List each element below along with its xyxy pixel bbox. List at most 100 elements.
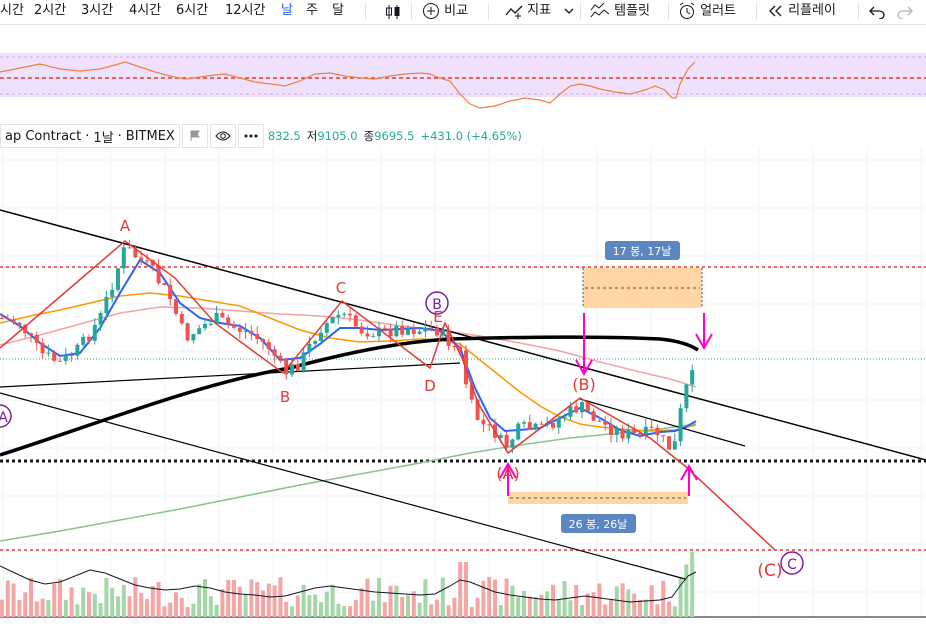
interval-4h[interactable]: 4시간: [129, 3, 162, 18]
candle-body: [481, 419, 486, 425]
volume-bar: [243, 594, 248, 617]
symbol-title[interactable]: ap Contract · 1날 · BITMEX: [0, 124, 180, 148]
interval-month[interactable]: 달: [332, 3, 344, 18]
interval-day[interactable]: 날: [281, 3, 293, 18]
volume-bar: [516, 597, 521, 617]
alerts-button[interactable]: 얼러트: [678, 2, 736, 20]
flag-button[interactable]: [181, 124, 208, 148]
candle-body: [382, 327, 387, 329]
candle-body: [667, 436, 671, 450]
symbol-interval: 1날: [93, 130, 114, 146]
wave-label-c-paren: (C): [757, 561, 782, 581]
wave-label-a: A: [120, 217, 131, 235]
candle-body: [127, 247, 132, 249]
rsi-band: [0, 53, 926, 97]
volume-bar: [371, 600, 376, 617]
trend-lower-line: [0, 392, 686, 580]
templates-button[interactable]: 템플릿: [590, 2, 650, 20]
volume-bar: [116, 596, 120, 617]
candle-body: [626, 429, 631, 439]
compare-button[interactable]: 비교: [422, 2, 468, 20]
volume-bar: [632, 593, 637, 617]
candle-body: [139, 257, 144, 261]
more-options-button[interactable]: [237, 124, 264, 148]
candle-body: [406, 329, 410, 335]
ohlc-close: 9695.5: [374, 129, 415, 143]
wave-circle-b-label: B: [432, 297, 442, 313]
volume-bar: [400, 596, 405, 617]
ohlc-high: 832.5: [267, 129, 301, 143]
volume-bar: [29, 577, 33, 617]
wave-circle-a: [0, 404, 12, 428]
volume-bar: [179, 598, 184, 617]
undo-button[interactable]: [868, 3, 886, 21]
volume-bar: [545, 591, 550, 617]
interval-12h[interactable]: 12시간: [225, 3, 266, 18]
candle-body: [498, 434, 503, 438]
price-chart[interactable]: A B C D E B A (B) (A) (C) C 17 봉, 17날 26…: [0, 148, 926, 640]
candle-body: [29, 333, 33, 335]
volume-bar: [597, 583, 602, 617]
rsi-pane[interactable]: [0, 24, 926, 124]
candle-body: [585, 402, 590, 412]
volume-bar: [110, 587, 115, 617]
indicators-dropdown[interactable]: [564, 2, 574, 20]
volume-bar: [580, 604, 584, 617]
ma-black-thick: [0, 335, 699, 457]
volume-bar: [678, 576, 683, 617]
volume-bar: [46, 600, 51, 617]
interval-2h[interactable]: 2시간: [34, 3, 67, 18]
chevron-down-icon: [564, 8, 574, 14]
toolbar-separator: [756, 3, 757, 20]
ohlc-close-label: 종: [363, 129, 375, 143]
volume-bar: [174, 592, 178, 617]
candle-body: [522, 422, 526, 424]
candle-body: [400, 325, 405, 335]
volume-bar: [382, 602, 387, 617]
volume-bar: [133, 577, 138, 617]
volume-bar: [226, 579, 231, 617]
candle-body: [411, 329, 416, 334]
candle-body: [319, 332, 323, 342]
replay-button[interactable]: 리플레이: [768, 2, 836, 20]
candle-body: [40, 342, 45, 354]
volume-bar: [208, 596, 213, 617]
candle-body: [313, 341, 318, 344]
candle-body: [295, 364, 300, 371]
candle-body: [649, 426, 654, 428]
candle-body: [324, 323, 329, 333]
volume-bar: [266, 583, 271, 617]
interval-week[interactable]: 주: [306, 3, 318, 18]
rsi-line: [0, 61, 696, 109]
volume-bar: [353, 600, 358, 617]
volume-bar: [614, 586, 619, 617]
volume-bar: [284, 601, 289, 617]
volume-bar: [481, 580, 486, 617]
candle-body: [237, 327, 242, 332]
toolbar-separator: [668, 3, 669, 20]
volume-bar: [261, 590, 265, 617]
interval-1h[interactable]: 시간: [0, 3, 24, 18]
toolbar-separator: [411, 3, 412, 20]
volume-ma-line: [0, 565, 697, 603]
candle-body: [638, 432, 642, 435]
volume-bar: [40, 598, 45, 617]
candle-style-button[interactable]: [384, 3, 402, 21]
volume-bar: [121, 584, 126, 617]
candle-body: [487, 424, 492, 426]
volume-bar: [551, 584, 555, 617]
candle-body: [191, 334, 196, 341]
volume-bar: [539, 594, 544, 617]
volume-bar: [609, 600, 613, 617]
interval-3h[interactable]: 3시간: [81, 3, 114, 18]
volume-bar: [556, 599, 561, 617]
visibility-button[interactable]: [209, 124, 236, 148]
interval-6h[interactable]: 6시간: [176, 3, 209, 18]
candle-body: [643, 426, 648, 435]
volume-bar: [11, 583, 16, 617]
symbol-exchange: BITMEX: [125, 128, 175, 144]
indicators-button[interactable]: 지표: [505, 2, 551, 20]
redo-button[interactable]: [896, 3, 914, 21]
candle-body: [46, 352, 51, 354]
volume-bar: [342, 606, 347, 617]
